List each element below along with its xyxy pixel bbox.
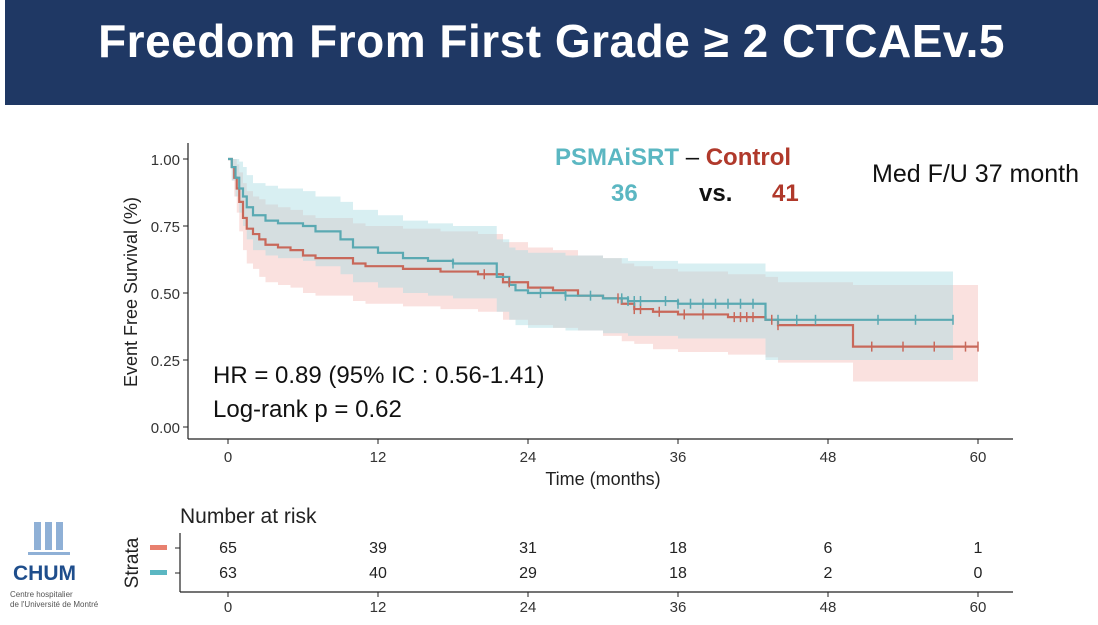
x-tick-label: 36 <box>670 449 687 466</box>
axes <box>187 143 1013 440</box>
x-axis-label: Time (months) <box>545 469 660 489</box>
survival-line-control <box>228 157 978 348</box>
chum-logo-line1: Centre hospitalier <box>10 590 73 599</box>
chum-logo-line2: de l'Université de Montré <box>10 600 99 609</box>
x-tick-label: 0 <box>224 449 232 466</box>
title-banner: Freedom From First Grade ≥ 2 CTCAEv.5 <box>5 0 1098 105</box>
confidence-bands <box>228 159 978 382</box>
risk-value: 29 <box>519 565 537 582</box>
ci-band-psmaisrt <box>228 159 953 360</box>
x-tick-label: 12 <box>370 449 387 466</box>
y-tick-label: 0.25 <box>151 353 180 370</box>
risk-x-tick-label: 60 <box>970 599 987 616</box>
risk-value: 40 <box>369 565 387 582</box>
logrank-text: Log-rank p = 0.62 <box>213 396 402 423</box>
risk-value: 0 <box>974 565 983 582</box>
risk-value: 6 <box>824 540 833 557</box>
survival-line-psmaisrt <box>228 157 953 321</box>
y-axis-label: Event Free Survival (%) <box>121 197 141 387</box>
legend-group-b: Control <box>705 144 792 171</box>
risk-x-tick-label: 24 <box>520 599 537 616</box>
risk-x-tick-label: 48 <box>820 599 837 616</box>
legend-n-b: 41 <box>772 180 799 207</box>
legend-n-a: 36 <box>611 180 638 207</box>
risk-value: 31 <box>519 540 537 557</box>
chum-logo-name: CHUM <box>13 562 76 585</box>
risk-value: 65 <box>219 540 237 557</box>
legend-header: PSMAiSRT – Control <box>555 144 791 172</box>
y-tick-label: 0.75 <box>151 219 180 236</box>
legend-dash: – <box>685 144 700 171</box>
risk-legend-swatch-psmaisrt <box>150 570 167 575</box>
legend-vs: vs. <box>699 180 733 207</box>
y-tick-label: 1.00 <box>151 152 180 169</box>
hazard-ratio-text: HR = 0.89 (95% IC : 0.56-1.41) <box>213 362 545 389</box>
x-tick-label: 60 <box>970 449 987 466</box>
risk-x-tick-label: 0 <box>224 599 232 616</box>
risk-value: 63 <box>219 565 237 582</box>
risk-legend-swatch-control <box>150 545 167 550</box>
risk-value: 1 <box>974 540 983 557</box>
risk-value: 2 <box>824 565 833 582</box>
chum-logo: CHUM Centre hospitalier de l'Université … <box>6 520 121 620</box>
risk-x-tick-label: 12 <box>370 599 387 616</box>
censor-marks <box>452 258 979 352</box>
survival-curves <box>228 157 978 348</box>
slide-title: Freedom From First Grade ≥ 2 CTCAEv.5 <box>98 15 1005 67</box>
risk-strata-label: Strata <box>122 537 143 588</box>
risk-table-title: Number at risk <box>180 505 317 528</box>
risk-value: 18 <box>669 565 687 582</box>
chum-logo-icon <box>28 522 70 555</box>
y-tick-label: 0.50 <box>151 286 180 303</box>
median-follow-up-note: Med F/U 37 month <box>872 160 1080 188</box>
legend-group-a: PSMAiSRT <box>555 144 680 171</box>
risk-value: 18 <box>669 540 687 557</box>
tick-labels: 0.00 0.25 0.50 0.75 1.00 0 12 24 36 48 60 <box>151 152 987 466</box>
risk-table-values: 65 39 31 18 6 1 63 40 29 18 2 0 0 12 24 36 48 60 <box>150 540 986 616</box>
risk-value: 39 <box>369 540 387 557</box>
risk-x-tick-label: 36 <box>670 599 687 616</box>
x-tick-label: 48 <box>820 449 837 466</box>
y-tick-label: 0.00 <box>151 420 180 437</box>
x-tick-label: 24 <box>520 449 537 466</box>
